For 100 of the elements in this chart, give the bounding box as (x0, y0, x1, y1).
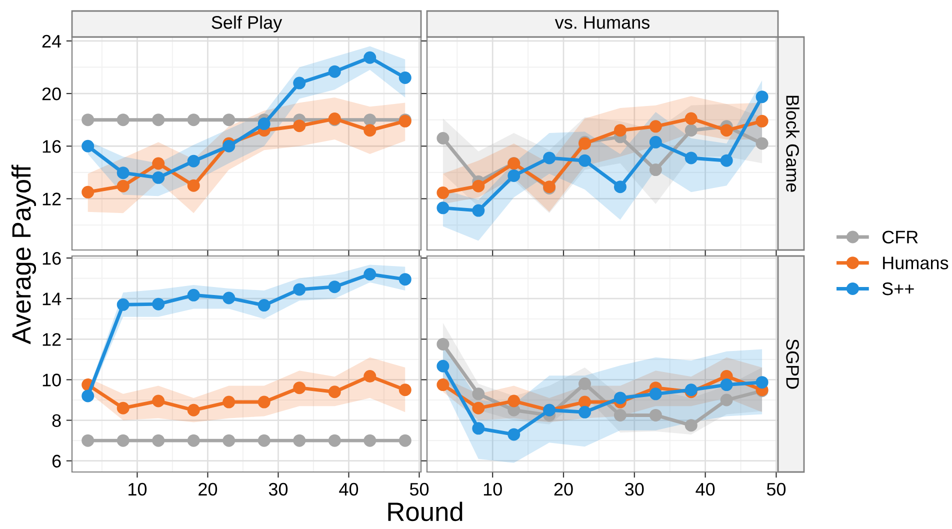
y-tick-label: 12 (42, 192, 61, 206)
point (684, 152, 698, 164)
y-tick-label: 16 (42, 140, 61, 153)
point (398, 273, 412, 286)
point (436, 378, 450, 392)
point (472, 402, 485, 414)
point (152, 298, 165, 310)
point (756, 114, 768, 128)
point (116, 298, 130, 311)
y2-axis-title: Block Game (786, 96, 800, 192)
point (756, 137, 768, 150)
y-tick-label: 24 (42, 34, 62, 48)
x-tick-label: 30 (625, 482, 644, 496)
point (436, 202, 450, 214)
point (258, 434, 270, 447)
point (328, 386, 341, 398)
point (293, 120, 306, 132)
point (187, 154, 200, 168)
x-tick-label: 50 (766, 482, 786, 496)
point (614, 124, 626, 137)
point (293, 382, 306, 394)
point (508, 428, 520, 441)
point (649, 136, 662, 148)
point (82, 114, 94, 126)
point (364, 370, 376, 383)
point (258, 396, 270, 408)
point (82, 434, 94, 447)
y-tick-label: 10 (42, 374, 61, 386)
point (649, 120, 662, 133)
point (436, 360, 450, 372)
x-tick-label: 30 (268, 482, 288, 496)
point (293, 434, 306, 447)
point (187, 288, 200, 302)
chart-title: Self Play (212, 16, 282, 32)
legend-label: Humans (883, 256, 948, 270)
point (152, 157, 165, 170)
x-axis-title: Round (388, 502, 462, 522)
point (328, 280, 341, 294)
point (578, 154, 592, 167)
point (756, 376, 768, 389)
point (398, 384, 412, 396)
point (222, 434, 236, 447)
point (152, 394, 165, 408)
point (720, 124, 733, 137)
chart-title: vs. Humans (554, 16, 650, 29)
point (116, 114, 130, 126)
x-tick-label: 20 (554, 482, 573, 496)
y-tick-label: 14 (42, 292, 62, 306)
point (578, 378, 592, 390)
point (720, 154, 733, 167)
point (187, 434, 200, 447)
point (116, 180, 130, 192)
y-axis-title: Average Payoff (11, 164, 36, 344)
point (364, 434, 376, 447)
point (684, 112, 698, 125)
y-tick-label: 6 (52, 454, 61, 468)
point (293, 76, 306, 90)
point (649, 408, 662, 422)
y-tick-label: 20 (42, 87, 61, 100)
point (436, 132, 450, 144)
point (649, 164, 662, 176)
point (649, 388, 662, 400)
x-tick-label: 50 (410, 482, 429, 496)
point (614, 408, 626, 422)
point (187, 404, 200, 416)
point (328, 434, 341, 447)
point (720, 394, 733, 406)
point (222, 292, 236, 304)
point (293, 283, 306, 296)
x-tick-label: 40 (696, 482, 715, 496)
point (436, 186, 450, 200)
point (578, 396, 592, 408)
y-tick-label: 12 (42, 333, 61, 346)
point (152, 434, 165, 447)
point (82, 390, 94, 402)
x-tick-label: 10 (128, 482, 147, 496)
x-tick-label: 20 (198, 482, 218, 496)
point (472, 422, 485, 435)
point (614, 392, 626, 404)
point (222, 396, 236, 408)
y-tick-label: 8 (52, 414, 61, 427)
point (756, 90, 768, 104)
x-tick-label: 40 (339, 482, 358, 496)
point (152, 114, 165, 126)
point (398, 434, 412, 447)
point (508, 169, 520, 182)
point (436, 338, 450, 350)
point (364, 268, 376, 281)
point (116, 166, 130, 180)
point (328, 65, 341, 78)
point (116, 402, 130, 414)
point (364, 114, 376, 126)
point (472, 388, 485, 400)
point (364, 124, 376, 137)
legend-label: S++ (882, 282, 914, 296)
point (187, 179, 200, 192)
x-tick-label: 10 (484, 482, 502, 496)
point (222, 114, 236, 126)
point (364, 51, 376, 64)
point (82, 140, 94, 152)
